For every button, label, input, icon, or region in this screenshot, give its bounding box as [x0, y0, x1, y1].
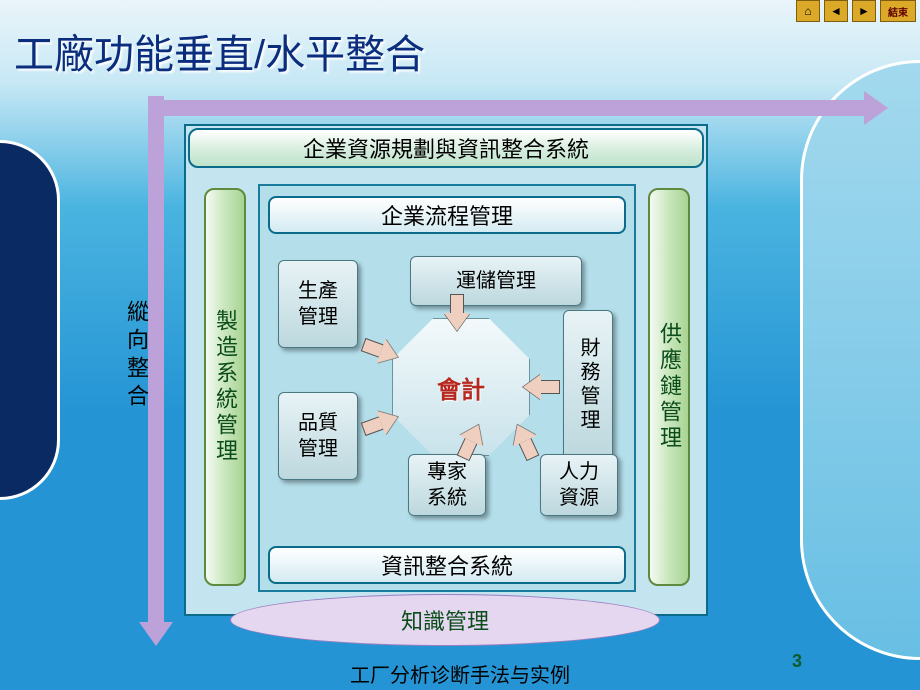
left-pillar-label: 製造系統管理 — [209, 309, 241, 465]
home-button[interactable]: ⌂ — [796, 0, 820, 22]
finance-box: 財務管理 — [563, 310, 613, 460]
page-number: 3 — [792, 651, 802, 672]
knowledge-ellipse: 知識管理 — [230, 594, 660, 646]
next-button[interactable]: ► — [852, 0, 876, 22]
finance-label: 財務管理 — [575, 337, 601, 433]
bg-arc-left — [0, 140, 60, 500]
nav-toolbar: ⌂ ◄ ► 結束 — [796, 0, 916, 22]
erp-banner: 企業資源規劃與資訊整合系統 — [188, 128, 704, 168]
hr-box: 人力資源 — [540, 454, 618, 516]
quality-box: 品質管理 — [278, 392, 358, 480]
logistics-box: 運儲管理 — [410, 256, 582, 306]
arrow-finance — [522, 374, 560, 400]
process-mgmt-box: 企業流程管理 — [268, 196, 626, 234]
end-button[interactable]: 結束 — [880, 0, 916, 22]
axis-horizontal-arrow — [148, 100, 868, 116]
bg-arc-right — [800, 60, 920, 660]
right-pillar: 供應鏈管理 — [648, 188, 690, 586]
slide-title: 工廠功能垂直/水平整合 — [14, 22, 425, 80]
production-box: 生產管理 — [278, 260, 358, 348]
axis-vertical-label: 縱向整合 — [120, 300, 152, 412]
footer-text: 工厂分析诊断手法与实例 — [0, 659, 920, 688]
right-pillar-label: 供應鏈管理 — [653, 322, 685, 452]
arrow-logistics — [444, 294, 470, 332]
center-label: 會計 — [437, 370, 485, 405]
info-integration-box: 資訊整合系統 — [268, 546, 626, 584]
left-pillar: 製造系統管理 — [204, 188, 246, 586]
prev-button[interactable]: ◄ — [824, 0, 848, 22]
